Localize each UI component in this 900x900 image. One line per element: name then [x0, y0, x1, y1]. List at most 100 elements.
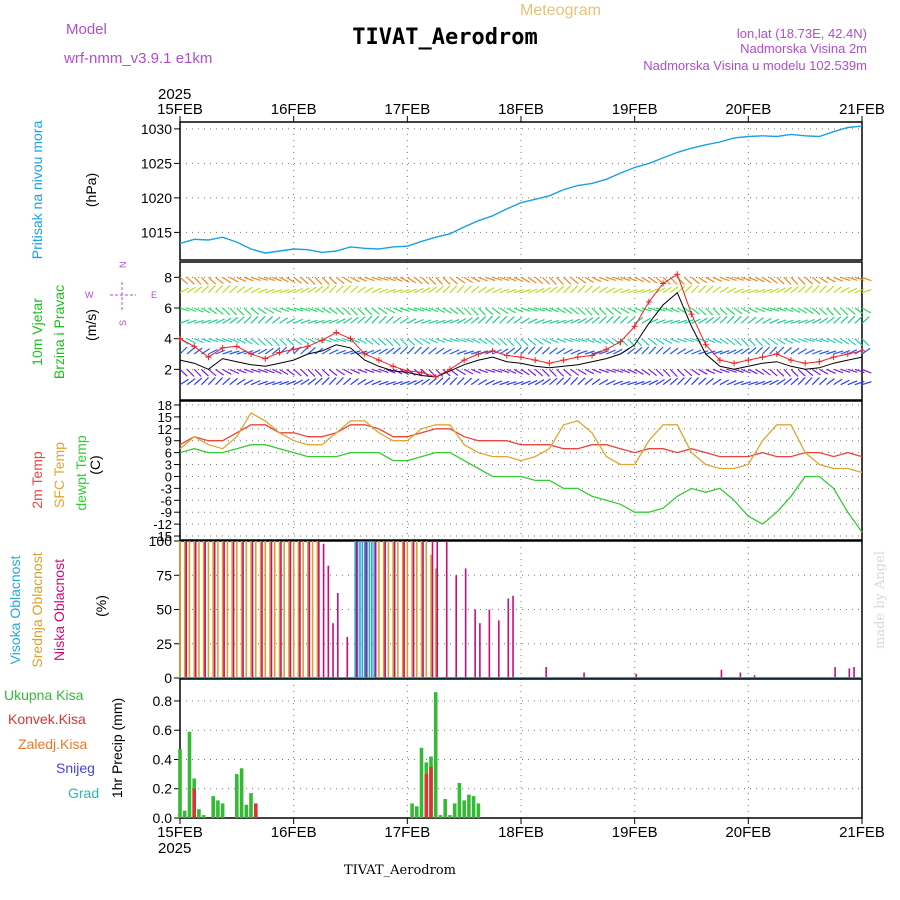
wind-arrow: [854, 307, 864, 315]
wind-arrow: [655, 319, 666, 324]
wind-arrow: [733, 338, 742, 346]
wind-arrow: [236, 316, 245, 324]
wind-arrow: [591, 307, 600, 316]
wind-arrow: [705, 316, 715, 324]
wind-arrow: [790, 338, 801, 344]
wind-gust-marker: [844, 351, 851, 357]
wind-arrow: [591, 285, 601, 294]
wind-arrow: [435, 347, 445, 355]
wind-arrow: [776, 368, 785, 377]
wind-arrow: [598, 338, 609, 345]
wind-arrow: [676, 285, 686, 294]
wind-arrow: [677, 338, 687, 343]
wind-arrow: [705, 377, 714, 386]
wind-arrow: [542, 286, 552, 294]
wind-mean-line: [179, 291, 863, 378]
wind-arrow: [712, 307, 721, 316]
y-tick-label: 3: [165, 458, 172, 473]
wind-arrow: [804, 285, 813, 294]
wind-arrow: [755, 338, 763, 347]
wind-arrow: [534, 346, 543, 355]
wind-arrow: [357, 378, 367, 386]
wind-arrow: [492, 338, 501, 346]
wind-arrow: [449, 377, 458, 386]
precip-legend-conv: Konvek.Kisa: [8, 711, 86, 727]
top-day-label: 17FEB: [384, 101, 430, 118]
wind-arrow: [747, 347, 757, 355]
wind-arrow: [186, 307, 197, 313]
wind-arrow: [840, 349, 851, 355]
wind-arrow: [541, 276, 551, 285]
total-precip-bar: [197, 809, 201, 818]
wind-arrow: [371, 287, 382, 294]
wind-arrow: [634, 368, 644, 375]
wind-arrow: [406, 368, 416, 376]
wind-arrow: [506, 381, 517, 386]
wind-arrow: [854, 288, 865, 294]
wind-arrow: [570, 377, 579, 386]
y-tick-label: 18: [158, 398, 172, 413]
wind-arrow: [861, 338, 870, 347]
wind-arrow: [534, 338, 544, 345]
wind-arrow: [584, 368, 595, 375]
wind-arrow: [329, 338, 339, 343]
wind-arrow: [435, 338, 446, 343]
wind-arrow: [662, 378, 672, 386]
wind-arrow: [236, 286, 246, 294]
wind-arrow: [343, 338, 354, 343]
wind-arrow: [556, 338, 567, 343]
wind-arrow: [790, 307, 801, 313]
wind-arrow: [811, 377, 820, 386]
wind-arrow: [804, 276, 814, 285]
wind-arrow: [250, 368, 261, 373]
wind-arrow: [279, 276, 289, 283]
wind-arrow: [492, 307, 501, 315]
wind-arrow: [207, 285, 216, 294]
wind-gust-marker: [645, 298, 652, 305]
wind-arrow: [392, 307, 403, 313]
wind-arrow: [854, 276, 865, 281]
wind-arrow: [854, 338, 863, 346]
wind-arrow: [279, 317, 289, 324]
wind-arrow: [556, 377, 565, 386]
wind-gust-marker: [503, 352, 510, 359]
total-precip-bar: [216, 800, 220, 818]
footer-station: TIVAT_Aerodrom: [344, 863, 456, 878]
wind-arrow: [797, 348, 808, 355]
wind-arrow: [371, 338, 380, 346]
wind-arrow: [598, 379, 609, 386]
wind-arrow: [698, 276, 708, 284]
wind-arrow: [541, 368, 550, 377]
wind-arrow: [492, 287, 502, 294]
wind-arrow: [385, 368, 396, 374]
wind-arrow: [307, 319, 318, 324]
wind-arrow: [485, 276, 496, 282]
wind-arrow: [662, 286, 672, 294]
wind-arrow: [179, 378, 189, 386]
wind-arrow: [215, 285, 223, 294]
wind-arrow: [342, 377, 352, 386]
wind-arrow: [357, 316, 366, 324]
wind-arrow: [698, 350, 709, 355]
wind-arrow: [257, 276, 268, 281]
wind-arrow: [577, 350, 588, 355]
y-tick-label: 75: [156, 567, 172, 583]
wind-arrow: [435, 276, 444, 285]
wind-arrow: [499, 315, 508, 324]
wind-arrow: [286, 338, 295, 346]
compass-n: N: [118, 262, 128, 269]
wind-label-1: 10m Vjetar: [29, 298, 45, 366]
wind-arrow: [698, 377, 707, 386]
wind-arrow: [194, 319, 204, 324]
cloud-unit: (%): [93, 595, 109, 617]
wind-arrow: [378, 307, 388, 315]
wind-arrow: [328, 377, 337, 386]
y-tick-label: 1025: [141, 155, 172, 171]
wind-arrow: [847, 368, 858, 373]
wind-arrow: [378, 315, 387, 324]
wind-arrow: [471, 338, 481, 344]
wind-arrow: [634, 338, 643, 347]
wind-arrow: [350, 285, 359, 294]
wind-arrow: [193, 347, 203, 355]
wind-arrow: [570, 338, 581, 343]
